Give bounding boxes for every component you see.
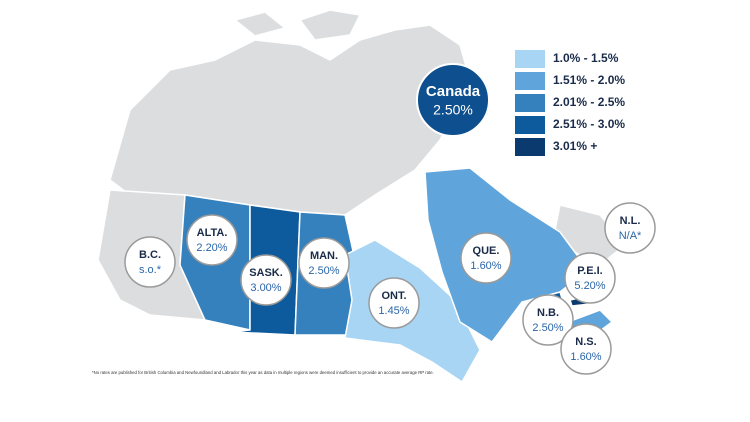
region-value: 2.50% xyxy=(532,322,563,334)
national-bubble xyxy=(416,63,490,137)
region-bubble xyxy=(522,294,574,346)
region-bubble xyxy=(604,202,656,254)
region-label: SASK. xyxy=(249,267,283,279)
northern-territories xyxy=(109,24,471,216)
region-label: N.S. xyxy=(575,336,596,348)
region-bubble xyxy=(298,237,350,289)
region-label: P.E.I. xyxy=(577,265,602,277)
region-bubble xyxy=(560,323,612,375)
region-value: 1.60% xyxy=(470,260,501,272)
legend-swatch xyxy=(515,116,545,134)
region-bubble xyxy=(460,232,512,284)
region-value: 2.20% xyxy=(196,242,227,254)
legend-label: 2.01% - 2.5% xyxy=(553,95,625,109)
region-value: 1.45% xyxy=(378,305,409,317)
legend-swatch xyxy=(515,72,545,90)
legend-swatch xyxy=(515,138,545,156)
region-value: 5.20% xyxy=(574,280,605,292)
region-label: N.B. xyxy=(537,307,559,319)
arctic-island xyxy=(298,9,362,41)
legend: 1.0% - 1.5% 1.51% - 2.0% 2.01% - 2.5% 2.51%… xyxy=(515,50,625,156)
region-label: MAN. xyxy=(310,250,338,262)
legend-label: 2.51% - 3.0% xyxy=(553,117,625,131)
region-value: 2.50% xyxy=(308,265,339,277)
national-label: Canada xyxy=(426,83,481,100)
legend-swatch xyxy=(515,94,545,112)
region-bubble xyxy=(240,254,292,306)
region-label: B.C. xyxy=(139,249,161,261)
region-bubble xyxy=(186,214,238,266)
region-bubble xyxy=(124,236,176,288)
legend-label: 1.51% - 2.0% xyxy=(553,73,625,87)
region-label: QUE. xyxy=(473,245,500,257)
region-bubble xyxy=(368,277,420,329)
region-labels: B.C. s.o.* ALTA. 2.20% SASK. 3.00% MAN. 2.50% ON… xyxy=(124,202,656,375)
region-label: ONT. xyxy=(381,290,406,302)
region-value: 3.00% xyxy=(250,282,281,294)
region-label: ALTA. xyxy=(197,227,228,239)
region-value: s.o.* xyxy=(139,264,162,276)
region-value: 1.60% xyxy=(570,351,601,363)
arctic-island xyxy=(233,11,287,37)
footnote: *No rates are published for British Colu… xyxy=(92,370,434,375)
legend-label: 3.01% + xyxy=(553,139,597,153)
region-label: N.L. xyxy=(620,215,641,227)
region-value: N/A* xyxy=(619,230,642,242)
legend-label: 1.0% - 1.5% xyxy=(553,51,619,65)
national-value: 2.50% xyxy=(433,102,473,118)
legend-swatch xyxy=(515,50,545,68)
region-bubble xyxy=(564,252,616,304)
